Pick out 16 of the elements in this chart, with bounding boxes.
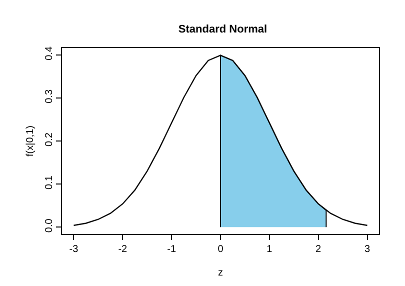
- chart-title: Standard Normal: [178, 23, 268, 36]
- x-tick-label: -3: [69, 244, 79, 255]
- x-tick-label: 1: [266, 244, 273, 255]
- y-tick-label: 0.1: [44, 175, 55, 190]
- x-tick-label: 2: [316, 244, 322, 255]
- x-axis-title: z: [218, 268, 223, 278]
- x-tick-label: 3: [364, 244, 370, 255]
- x-tick-label: 0: [218, 244, 224, 255]
- x-tick-label: -1: [167, 244, 176, 255]
- line-series: [73, 54, 368, 226]
- x-tick-label: -2: [118, 244, 128, 255]
- y-tick-label: 0.0: [44, 218, 55, 233]
- y-tick-label: 0.2: [44, 132, 55, 146]
- y-axis-title: f(x|0,1): [25, 126, 36, 156]
- y-tick-label: 0.4: [44, 46, 55, 60]
- y-tick-label: 0.3: [44, 89, 55, 104]
